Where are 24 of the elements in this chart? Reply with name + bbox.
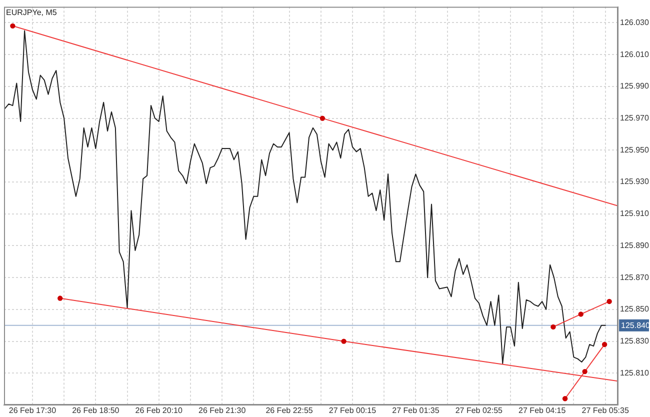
chart-title: EURJPYe, M5 xyxy=(6,8,58,18)
ref-line-label: 125.840 xyxy=(621,321,650,330)
x-tick-label: 27 Feb 05:35 xyxy=(582,406,630,416)
y-tick-label: 125.930 xyxy=(620,177,650,186)
y-tick-label: 126.010 xyxy=(620,50,650,59)
y-tick-label: 125.850 xyxy=(620,304,650,314)
y-tick-label: 125.870 xyxy=(620,272,650,282)
x-tick-label: 26 Feb 22:55 xyxy=(266,406,314,416)
x-tick-label: 26 Feb 20:10 xyxy=(135,406,184,416)
y-tick-label: 125.830 xyxy=(620,336,650,346)
x-tick-label: 27 Feb 04:15 xyxy=(518,406,566,416)
y-tick-label: 126.030 xyxy=(620,18,650,27)
y-tick-label: 125.810 xyxy=(620,368,650,378)
y-tick-label: 125.950 xyxy=(620,145,650,154)
x-tick-label: 26 Feb 17:30 xyxy=(8,406,57,416)
x-tick-label: 26 Feb 21:30 xyxy=(198,406,246,416)
x-tick-label: 27 Feb 02:55 xyxy=(455,406,504,416)
y-tick-label: 125.890 xyxy=(620,240,650,250)
y-tick-label: 125.910 xyxy=(620,209,650,218)
y-tick-label: 125.970 xyxy=(620,114,650,122)
x-tick-label: 27 Feb 01:35 xyxy=(392,406,440,416)
x-tick-label: 26 Feb 18:50 xyxy=(72,406,120,416)
x-tick-label: 27 Feb 00:15 xyxy=(328,406,377,416)
y-tick-label: 125.990 xyxy=(620,82,650,91)
